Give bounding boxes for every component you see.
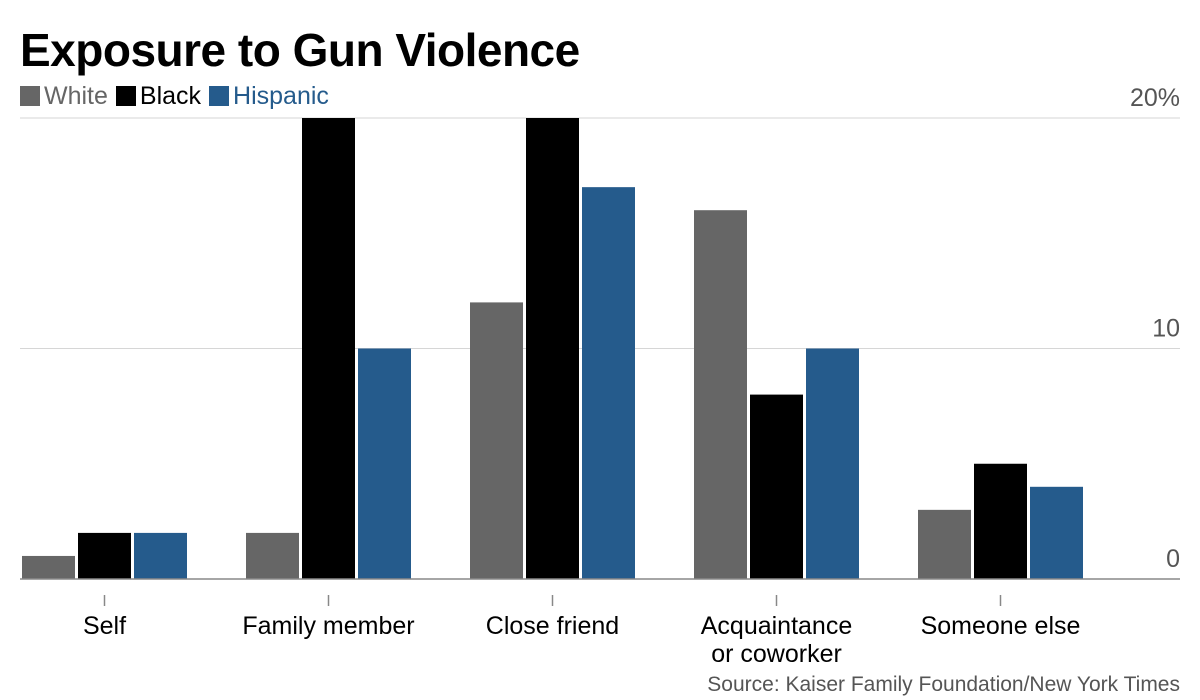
legend-label-hispanic: Hispanic <box>233 82 329 110</box>
y-tick-label: 20% <box>1130 84 1180 112</box>
bar-white-0 <box>22 555 75 579</box>
x-tick-label: Acquaintance or coworker <box>701 612 853 668</box>
legend-item-white: White <box>20 82 108 110</box>
bar-white-4 <box>918 509 971 579</box>
bar-black-3 <box>750 394 803 579</box>
legend-swatch-hispanic <box>209 86 230 106</box>
bar-black-4 <box>974 463 1027 579</box>
bar-black-0 <box>78 532 131 579</box>
y-tick-label: 10 <box>1152 315 1180 343</box>
bar-white-2 <box>470 302 523 579</box>
bar-hispanic-4 <box>1030 486 1083 579</box>
x-tick-label-line: or coworker <box>711 640 842 668</box>
bar-white-3 <box>694 210 747 579</box>
legend-item-hispanic: Hispanic <box>209 82 329 110</box>
bar-hispanic-0 <box>134 532 187 579</box>
x-tick-label: Family member <box>242 612 414 640</box>
x-tick-label: Close friend <box>486 612 619 640</box>
y-tick-label: 0 <box>1166 545 1180 573</box>
legend-swatch-white <box>20 86 40 106</box>
bar-hispanic-3 <box>806 348 859 579</box>
chart-title: Exposure to Gun Violence <box>20 24 580 76</box>
legend: White Black Hispanic <box>20 82 337 110</box>
legend-swatch-black <box>115 86 136 106</box>
bar-hispanic-1 <box>358 348 411 579</box>
x-tick-label-line: Self <box>83 612 126 640</box>
bar-hispanic-2 <box>582 187 635 579</box>
legend-item-black: Black <box>115 82 202 110</box>
bar-white-1 <box>246 532 299 579</box>
x-tick-label-line: Close friend <box>486 612 619 640</box>
legend-label-black: Black <box>139 82 202 110</box>
x-tick-label: Self <box>83 612 126 640</box>
x-tick-label-line: Family member <box>242 612 414 640</box>
x-tick-label-line: Acquaintance <box>701 612 853 640</box>
x-tick-label-line: Someone else <box>921 612 1081 640</box>
bar-black-2 <box>526 118 579 579</box>
legend-label-white: White <box>44 82 108 110</box>
source-note: Source: Kaiser Family Foundation/New Yor… <box>707 673 1180 696</box>
x-tick-label: Someone else <box>921 612 1081 640</box>
bar-black-1 <box>302 118 355 579</box>
